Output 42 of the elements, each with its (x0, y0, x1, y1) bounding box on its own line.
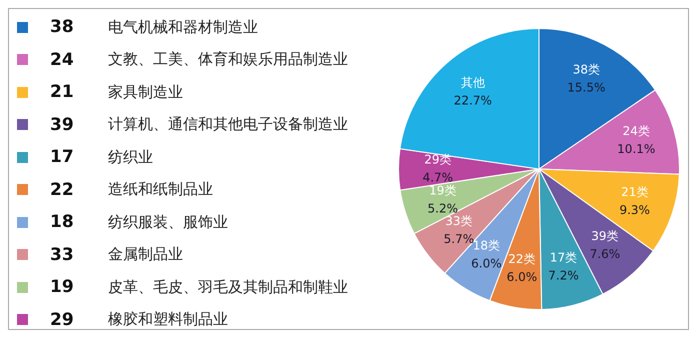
slice-label: 24类 (622, 124, 650, 138)
data-label: 5.2% (428, 201, 458, 216)
data-label: 10.1% (617, 142, 656, 156)
data-label: 6.0% (506, 270, 538, 284)
data-label: 7.6% (590, 246, 620, 261)
text: 24 (50, 50, 75, 70)
text: 计算机、通信和其他电子设备制造业 (108, 115, 348, 134)
text: 纺织服装、服饰业 (108, 212, 228, 232)
text: 39 (50, 114, 75, 135)
slice-label: 33类 (445, 214, 473, 228)
text: 造纸和纸制品业 (108, 180, 213, 200)
data-label: 9.3% (619, 202, 650, 217)
slice-label: 18类 (472, 238, 500, 253)
text: 皮革、毛皮、羽毛及其制品和制鞋业 (108, 278, 348, 297)
text: 29 (50, 310, 75, 330)
slice-label: 39类 (591, 228, 619, 243)
data-label: 15.5% (567, 80, 606, 95)
slice-label: 21类 (621, 184, 648, 199)
text: 21 (50, 82, 75, 102)
text: 17 (50, 147, 75, 168)
text: 家具制造业 (108, 82, 183, 102)
slice-label: 29类 (424, 152, 452, 166)
data-label: 22.7% (454, 94, 492, 108)
text: 电气机械和器材制造业 (108, 18, 258, 37)
text: 18 (50, 212, 75, 232)
text: 纺织业 (108, 148, 153, 167)
data-label: 4.7% (422, 170, 454, 184)
data-label: 6.0% (471, 256, 502, 271)
text: 19 (50, 277, 75, 298)
slice-label: 17类 (550, 250, 578, 264)
slice-label: 19类 (429, 183, 456, 198)
text: 橡胶和塑料制品业 (108, 310, 228, 330)
slice-label: 38类 (572, 62, 600, 77)
text: 金属制品业 (108, 245, 183, 264)
text: 文教、工美、体育和娱乐用品制造业 (108, 50, 348, 70)
text: 33 (50, 244, 75, 265)
data-label: 7.2% (548, 268, 579, 282)
slice-label: 22类 (508, 252, 536, 266)
slice-label: 其他 (460, 76, 485, 90)
text: 22 (50, 180, 75, 200)
text: 38 (50, 17, 75, 38)
data-label: 5.7% (444, 232, 474, 246)
